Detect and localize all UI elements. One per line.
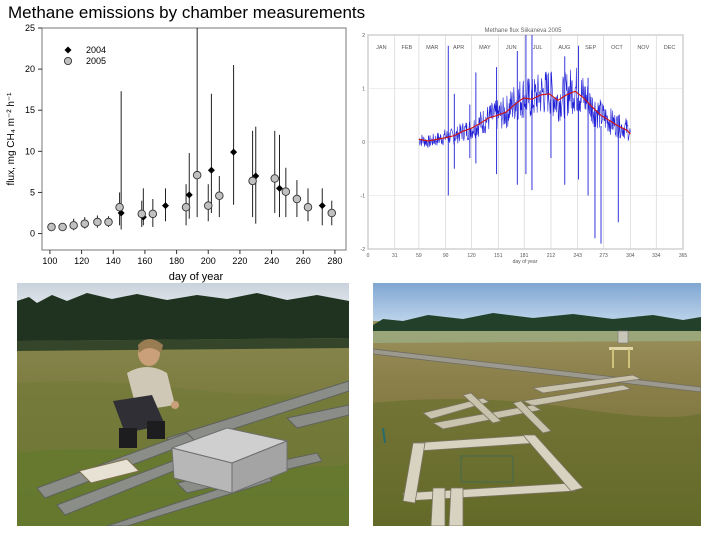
data-point-2004 — [162, 202, 169, 210]
month-label: DEC — [664, 45, 676, 51]
month-label: MAR — [426, 45, 438, 51]
y-tick-label: 0 — [362, 140, 365, 146]
data-point-2005 — [148, 209, 158, 219]
x-tick-label: 151 — [494, 253, 503, 259]
x-tick-label: 280 — [327, 256, 342, 266]
y-tick-label: 25 — [25, 23, 35, 33]
x-tick-label: 273 — [599, 253, 608, 259]
month-label: APR — [453, 45, 464, 51]
data-point-2005 — [215, 191, 224, 200]
flux-scatter-chart: 100 120 140 160 180 200 220 240 260 280 0 5 10 15 20 25… — [6, 23, 347, 283]
x-tick-label: 304 — [626, 253, 635, 259]
y-tick-label: -1 — [361, 194, 366, 200]
y-tick-label: 2 — [362, 33, 365, 39]
x-tick-label: 181 — [520, 253, 529, 259]
data-point-2005 — [181, 202, 191, 212]
flux-series-smoothed — [418, 90, 631, 142]
x-tick-label: 31 — [392, 253, 398, 259]
y-tick-label: 10 — [25, 146, 35, 156]
month-label: OCT — [611, 45, 623, 51]
photo-boardwalk-plots — [373, 283, 701, 526]
data-point-2005 — [281, 187, 291, 196]
y-tick-label: 1 — [362, 87, 365, 93]
x-tick-label: 120 — [74, 256, 89, 266]
x-tick-label: 243 — [574, 253, 583, 259]
x-tick-label: 120 — [467, 253, 476, 259]
data-point-2005 — [248, 176, 257, 186]
month-label: NOV — [637, 45, 649, 51]
data-point-2004 — [185, 191, 193, 199]
data-point-2005 — [47, 222, 56, 232]
legend-marker — [64, 46, 72, 54]
y-tick-label: 20 — [25, 64, 35, 74]
x-tick-label: 220 — [232, 256, 247, 266]
x-tick-label: 365 — [679, 253, 688, 259]
x-tick-label: 200 — [201, 256, 216, 266]
month-label: JUN — [506, 45, 517, 51]
y-tick-label: 0 — [30, 229, 35, 239]
x-axis-label: day of year — [513, 259, 538, 265]
methane-flux-timeseries-chart: Methane flux Siikaneva 2005 JAN FEB MAR APR… — [361, 28, 688, 265]
month-label: JAN — [376, 45, 386, 51]
x-tick-label: 334 — [652, 253, 661, 259]
y-tick-label: 5 — [30, 187, 35, 197]
x-tick-label: 59 — [416, 253, 422, 259]
legend-label: 2005 — [86, 56, 106, 66]
data-point-2005 — [80, 219, 89, 228]
data-point-2005 — [327, 208, 337, 218]
x-tick-label: 0 — [367, 253, 370, 259]
x-tick-label: 240 — [264, 256, 279, 266]
x-tick-label: 90 — [443, 253, 449, 259]
x-tick-label: 260 — [296, 256, 311, 266]
data-point-2005 — [69, 221, 78, 230]
data-point-2005 — [58, 222, 67, 232]
legend-label: 2004 — [86, 45, 106, 55]
y-tick-label: 15 — [25, 105, 35, 115]
x-axis-label: day of year — [169, 271, 224, 283]
data-point-2004 — [276, 184, 283, 192]
x-tick-label: 212 — [547, 253, 556, 259]
y-tick-label: -2 — [361, 247, 366, 253]
chart-title: Methane flux Siikaneva 2005 — [484, 28, 562, 34]
legend-marker — [63, 56, 73, 66]
data-point-2004 — [230, 148, 238, 156]
data-point-2005 — [303, 202, 313, 212]
data-point-2005 — [270, 174, 280, 183]
data-point-2005 — [137, 209, 146, 219]
plot-frame — [41, 27, 347, 251]
data-point-2004 — [318, 202, 326, 210]
data-point-2005 — [115, 202, 124, 212]
month-label: FEB — [401, 45, 412, 51]
data-point-2005 — [192, 170, 202, 180]
data-point-2005 — [93, 217, 102, 227]
x-tick-label: 140 — [106, 256, 121, 266]
x-tick-label: 100 — [42, 256, 57, 266]
month-label: SEP — [585, 45, 596, 51]
data-point-2005 — [203, 201, 213, 210]
month-label: MAY — [479, 45, 491, 51]
month-label: AUG — [558, 45, 570, 51]
x-tick-label: 180 — [169, 256, 184, 266]
page-title: Methane emissions by chamber measurement… — [8, 3, 366, 22]
data-point-2004 — [207, 166, 215, 174]
photo-researcher-chamber — [17, 283, 349, 526]
month-label: JUL — [533, 45, 543, 51]
data-point-2005 — [292, 194, 302, 204]
data-point-2005 — [104, 217, 113, 227]
y-axis-label: flux, mg CH₄ m⁻² h⁻¹ — [6, 92, 17, 186]
x-tick-label: 160 — [137, 256, 152, 266]
